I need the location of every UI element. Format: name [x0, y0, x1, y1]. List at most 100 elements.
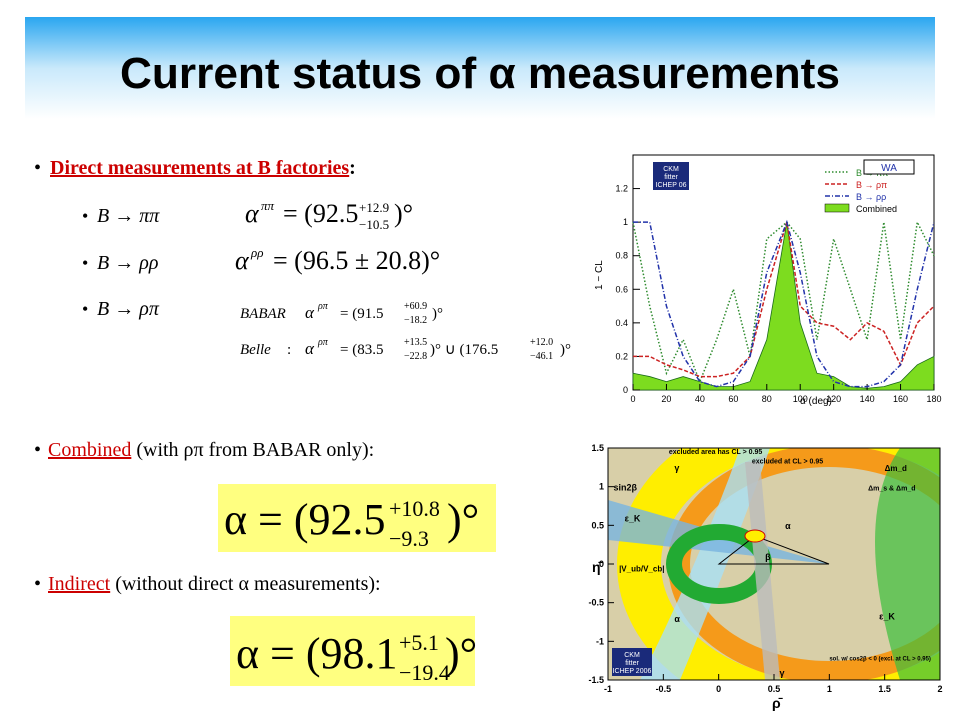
dms-ring [617, 448, 940, 680]
region-label: α [785, 521, 791, 531]
bullet: • [34, 573, 41, 595]
x-tick-label: 0.5 [768, 684, 781, 694]
logo-text: ICHEP 2006 [613, 668, 652, 675]
decay: B → ππ [97, 205, 160, 227]
experiment: Belle [240, 342, 271, 358]
y-tick-label: 1.5 [591, 443, 604, 453]
decay: B → ρπ [97, 298, 160, 320]
err-up: +12.0 [530, 337, 553, 348]
formula-close: )° [432, 306, 443, 322]
x-tick-label: 1.5 [878, 684, 891, 694]
y-tick-label: 0.4 [615, 318, 628, 328]
x-tick-label: -0.5 [656, 684, 672, 694]
region-label: excluded at CL > 0.95 [752, 458, 823, 465]
sep: : [287, 342, 291, 358]
text: (without direct α measurements): [115, 573, 380, 595]
err-down: −19.4 [399, 660, 450, 685]
bullet: • [34, 439, 41, 461]
sup: ρπ [317, 301, 329, 312]
logo-box [653, 162, 689, 190]
sup: ππ [261, 198, 275, 213]
y-tick-label: 1 [599, 482, 604, 492]
y-tick-label: 0 [623, 385, 628, 395]
formula-close: )° [447, 495, 479, 544]
triangle [717, 535, 830, 565]
experiment: BABAR [240, 306, 286, 322]
plot2: -1 -0.5 0 0.5 1 1.5 2-1.5-1-0.500.511.5ρ̄η̄exc… [588, 443, 942, 711]
y-tick-label: 0.2 [615, 351, 628, 361]
x-tick-label: 80 [762, 394, 772, 404]
x-tick-label: 40 [695, 394, 705, 404]
region-label: ε_K [625, 513, 641, 523]
bullet: • [82, 253, 88, 273]
err-down: −18.2 [404, 315, 427, 326]
y-axis-label: 1 − CL [594, 260, 605, 290]
region-label: ε_K [879, 612, 895, 622]
legend-swatch [824, 203, 850, 213]
x-tick-label: 120 [826, 394, 841, 404]
colon: : [349, 157, 356, 179]
formula: α = (98.1 +5.1 −19.4)° [236, 629, 477, 685]
result-box [218, 484, 496, 552]
y-tick-label: 0 [599, 559, 604, 569]
heading-text: Indirect [48, 573, 111, 595]
plot1: 0 20 40 60 80 100 120 140 160 180 0 0.2 0.4 0.6 0.8 1 1.… [594, 159, 942, 407]
bullet: • [82, 206, 88, 226]
err-down: −22.8 [404, 351, 427, 362]
epsk-band [875, 448, 940, 680]
region-label: γ [780, 668, 785, 678]
logo-box [612, 648, 652, 676]
x-axis-label: ρ̄ [772, 695, 784, 711]
formula-close: )° [445, 629, 477, 678]
sup: ρρ [250, 245, 263, 260]
x-tick-label: -1 [604, 684, 612, 694]
x-tick-label: 160 [893, 394, 908, 404]
wa-label: WA [881, 163, 897, 174]
y-tick-label: -1.5 [588, 675, 604, 685]
x-tick-label: 180 [926, 394, 941, 404]
gamma-band [745, 462, 780, 680]
result-box [230, 616, 475, 686]
symbol: α [305, 303, 315, 322]
formula-mid: )° ∪ (176.5 [430, 342, 498, 358]
formula-main: = (83.5 [340, 342, 383, 358]
logo-text: fitter [625, 660, 639, 667]
wa-box [863, 159, 915, 175]
y-tick-label: 0.6 [615, 284, 628, 294]
err-up: +10.8 [389, 496, 440, 521]
y-tick-label: 1 [623, 217, 628, 227]
combined-line: Combined (with ρπ from BABAR only): [48, 439, 374, 461]
formula-main: = (92.5 [283, 199, 358, 228]
legend-label: Combined [856, 204, 897, 214]
heading-text: Direct measurements at B factories [50, 157, 349, 179]
region-label: |V_ub/V_cb| [619, 565, 664, 574]
formula-main: = (96.5 ± 20.8)° [273, 246, 440, 275]
err-down: −10.5 [359, 217, 389, 232]
indirect-line: Indirect (without direct α measurements)… [48, 573, 381, 595]
y-tick-label: -1 [596, 636, 604, 646]
x-tick-label: 20 [661, 394, 671, 404]
formula-main: = (91.5 [340, 306, 383, 322]
region-label: sol. w/ cos2β < 0 (excl. at CL > 0.95) [829, 657, 931, 663]
region-label: α [674, 614, 680, 624]
err-up: +60.9 [404, 301, 427, 312]
plot2-regions [608, 448, 940, 680]
x-tick-label: 60 [728, 394, 738, 404]
sup: ρπ [317, 337, 329, 348]
formula: α = (92.5 +10.8 −9.3 )° [224, 495, 479, 551]
heading: Direct measurements at B factories: [50, 157, 356, 179]
formula-main: α = (92.5 [224, 495, 386, 544]
x-tick-label: 2 [937, 684, 942, 694]
y-tick-label: 0.5 [591, 520, 604, 530]
region-label: Δm_d [885, 464, 907, 473]
bullet: • [82, 299, 88, 319]
formula-main: α = (98.1 [236, 629, 398, 678]
err-down: −9.3 [389, 526, 429, 551]
y-tick-label: -0.5 [588, 598, 604, 608]
x-tick-label: 100 [793, 394, 808, 404]
region-label: excluded area has CL > 0.95 [669, 449, 763, 456]
logo-text: CKM [663, 166, 679, 173]
text: (with ρπ from BABAR only): [136, 439, 374, 461]
area [632, 222, 935, 391]
